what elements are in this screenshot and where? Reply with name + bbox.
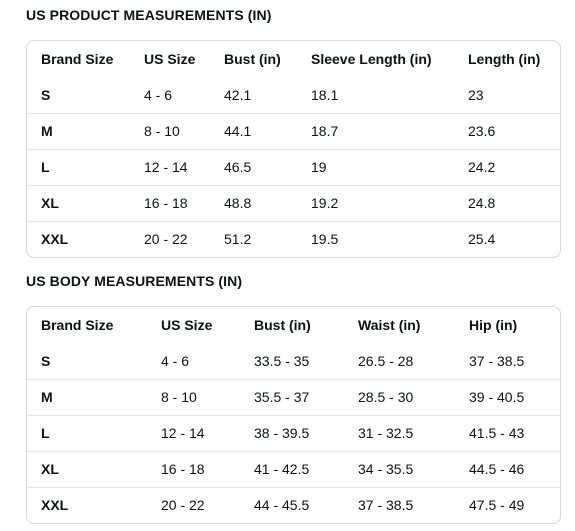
table-cell: 26.5 - 28 — [358, 352, 414, 369]
table-cell: 46.5 — [210, 148, 297, 185]
table-cell: 16 - 18 — [130, 184, 210, 221]
table-cell: 4 - 6 — [161, 352, 190, 369]
table-cell: 28.5 - 30 — [344, 378, 455, 415]
table-cell: 41.5 - 43 — [455, 414, 560, 451]
table-cell: 44 - 45.5 — [240, 486, 344, 523]
table-cell: 37 - 38.5 — [344, 486, 455, 523]
table-cell: 23.6 — [454, 112, 560, 149]
table-cell: 19.5 — [297, 220, 454, 257]
table-cell: 34 - 35.5 — [344, 450, 455, 487]
body-measurements-title: US BODY MEASUREMENTS (IN) — [26, 273, 243, 289]
table-row: L 12 - 14 38 - 39.5 31 - 32.5 41.5 - 43 — [27, 414, 560, 451]
table-cell: XL — [27, 450, 147, 487]
table-cell: 47.5 - 49 — [455, 486, 560, 523]
table-cell: 12 - 14 — [147, 414, 240, 451]
table-cell: 4 - 6 — [144, 86, 173, 103]
table-row: XL 16 - 18 48.8 19.2 24.8 — [27, 184, 560, 221]
column-header: Waist (in) — [358, 317, 421, 333]
table-cell: 12 - 14 — [130, 148, 210, 185]
table-cell: M — [27, 378, 147, 415]
table-row: XXL 20 - 22 44 - 45.5 37 - 38.5 47.5 - 4… — [27, 486, 560, 523]
table-cell: L — [27, 148, 130, 185]
table-cell: S — [41, 352, 51, 369]
column-header: Bust (in) — [224, 51, 281, 67]
column-header: Hip (in) — [469, 317, 518, 333]
table-cell: 24.2 — [454, 148, 560, 185]
table-cell: XL — [27, 184, 130, 221]
table-cell: M — [27, 112, 130, 149]
table-cell: 20 - 22 — [147, 486, 240, 523]
table-header-row: Brand Size US Size Bust (in) Waist (in) … — [27, 307, 560, 343]
table-cell: 41 - 42.5 — [240, 450, 344, 487]
table-row: S 4 - 6 42.1 18.1 23 — [27, 77, 560, 113]
table-cell: 23 — [468, 86, 484, 103]
column-header: Length (in) — [468, 51, 541, 67]
column-header: US Size — [161, 317, 213, 333]
column-header: Brand Size — [41, 51, 114, 67]
table-cell: 35.5 - 37 — [240, 378, 344, 415]
table-row: S 4 - 6 33.5 - 35 26.5 - 28 37 - 38.5 — [27, 343, 560, 379]
column-header: US Size — [144, 51, 196, 67]
table-cell: 19.2 — [297, 184, 454, 221]
table-header-row: Brand Size US Size Bust (in) Sleeve Leng… — [27, 41, 560, 77]
table-cell: 18.1 — [311, 86, 339, 103]
table-cell: 38 - 39.5 — [240, 414, 344, 451]
column-header: Bust (in) — [254, 317, 311, 333]
table-cell: L — [27, 414, 147, 451]
table-cell: 33.5 - 35 — [254, 352, 310, 369]
column-header: Sleeve Length (in) — [311, 51, 432, 67]
table-cell: 51.2 — [210, 220, 297, 257]
table-row: M 8 - 10 44.1 18.7 23.6 — [27, 112, 560, 149]
table-cell: 39 - 40.5 — [455, 378, 560, 415]
body-measurements-table: Brand Size US Size Bust (in) Waist (in) … — [26, 306, 561, 524]
table-cell: 44.5 - 46 — [455, 450, 560, 487]
table-row: XXL 20 - 22 51.2 19.5 25.4 — [27, 220, 560, 257]
table-cell: XXL — [27, 220, 130, 257]
table-cell: 20 - 22 — [130, 220, 210, 257]
table-row: XL 16 - 18 41 - 42.5 34 - 35.5 44.5 - 46 — [27, 450, 560, 487]
table-cell: 44.1 — [210, 112, 297, 149]
table-row: M 8 - 10 35.5 - 37 28.5 - 30 39 - 40.5 — [27, 378, 560, 415]
table-cell: 8 - 10 — [147, 378, 240, 415]
column-header: Brand Size — [41, 317, 114, 333]
table-cell: 24.8 — [454, 184, 560, 221]
table-cell: XXL — [27, 486, 147, 523]
product-measurements-title: US PRODUCT MEASUREMENTS (IN) — [26, 7, 272, 23]
table-cell: 48.8 — [210, 184, 297, 221]
table-cell: 25.4 — [454, 220, 560, 257]
product-measurements-table: Brand Size US Size Bust (in) Sleeve Leng… — [26, 40, 561, 258]
table-cell: 18.7 — [297, 112, 454, 149]
table-cell: 8 - 10 — [130, 112, 210, 149]
table-cell: 31 - 32.5 — [344, 414, 455, 451]
table-cell: 19 — [297, 148, 454, 185]
table-cell: 37 - 38.5 — [469, 352, 525, 369]
table-row: L 12 - 14 46.5 19 24.2 — [27, 148, 560, 185]
table-cell: 16 - 18 — [147, 450, 240, 487]
table-cell: S — [41, 86, 51, 103]
table-cell: 42.1 — [224, 86, 252, 103]
